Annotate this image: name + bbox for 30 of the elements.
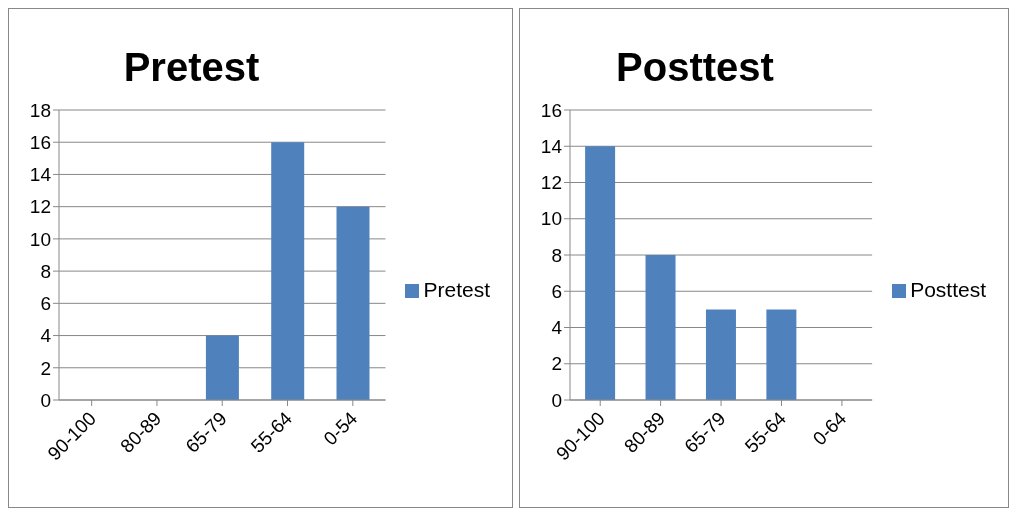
y-tick-label: 12 bbox=[29, 196, 51, 218]
legend-label: Posttest bbox=[910, 278, 986, 301]
y-tick-label: 6 bbox=[551, 280, 562, 302]
y-tick-label: 16 bbox=[540, 99, 562, 121]
y-tick-label: 4 bbox=[40, 325, 52, 347]
y-tick-label: 16 bbox=[29, 131, 51, 153]
y-tick-label: 12 bbox=[540, 172, 562, 194]
y-tick-label: 14 bbox=[540, 135, 563, 157]
y-tick-label: 2 bbox=[40, 357, 51, 379]
y-tick-label: 8 bbox=[551, 244, 562, 266]
y-tick-label: 8 bbox=[40, 260, 51, 282]
bar bbox=[766, 309, 797, 400]
bar bbox=[336, 206, 370, 400]
y-tick-label: 2 bbox=[551, 353, 562, 375]
y-tick-label: 0 bbox=[40, 389, 51, 411]
y-tick-label: 10 bbox=[29, 228, 51, 250]
bar bbox=[205, 335, 239, 400]
y-tick-label: 0 bbox=[551, 389, 562, 411]
legend-label: Pretest bbox=[423, 278, 490, 301]
y-tick-label: 4 bbox=[551, 317, 563, 339]
y-tick-label: 18 bbox=[29, 99, 51, 121]
bar bbox=[271, 142, 305, 400]
chart-title: Posttest bbox=[615, 45, 775, 90]
bar bbox=[705, 309, 736, 400]
chart-title: Pretest bbox=[122, 45, 261, 90]
y-tick-label: 6 bbox=[40, 293, 51, 315]
y-tick-label: 14 bbox=[29, 164, 52, 186]
bar bbox=[585, 146, 616, 400]
bar bbox=[645, 255, 676, 400]
y-tick-label: 10 bbox=[540, 208, 562, 230]
